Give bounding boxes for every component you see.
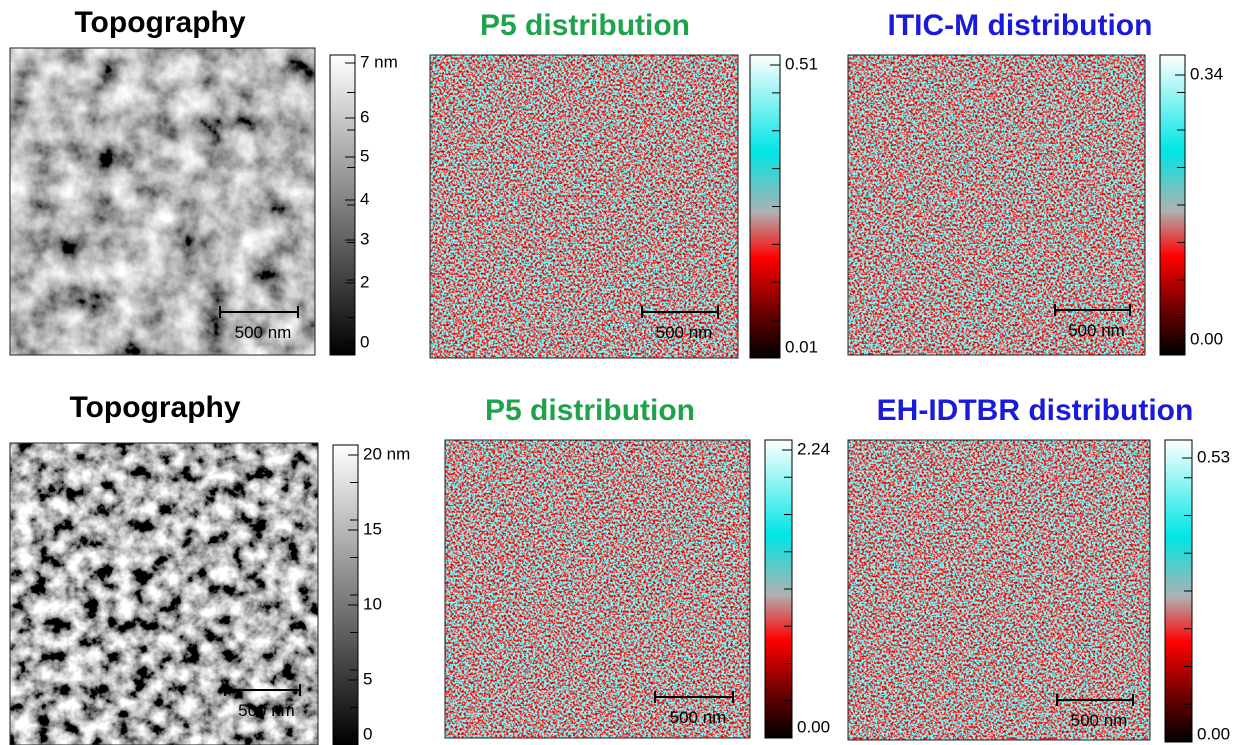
colorbar-label: 0.00 xyxy=(1190,329,1223,348)
panel-title: P5 distribution xyxy=(480,9,690,42)
map-border xyxy=(847,439,1151,741)
scale-bar-label: 500 nm xyxy=(235,323,292,342)
colorbar-label: 0.00 xyxy=(797,717,830,736)
scale-bar-label: 500 nm xyxy=(1071,711,1128,730)
panel-title: Topography xyxy=(74,6,245,39)
panel-title: EH-IDTBR distribution xyxy=(877,394,1194,427)
scale-bar-label: 500 nm xyxy=(670,708,727,727)
colorbar-label: 0 xyxy=(360,332,369,351)
map-border xyxy=(9,442,319,745)
map-image xyxy=(848,55,1145,355)
panel-title: P5 distribution xyxy=(485,394,695,427)
map-image xyxy=(848,440,1150,740)
colorbar-label: 3 xyxy=(360,229,369,248)
colorbar-label: 5 xyxy=(360,146,369,165)
colorbar-label: 0.00 xyxy=(1197,724,1230,743)
colorbar xyxy=(332,444,359,745)
map-image xyxy=(445,440,750,738)
colorbar-label: 0.34 xyxy=(1190,64,1223,83)
map-image xyxy=(10,443,318,745)
colorbar-label: 2.24 xyxy=(797,439,830,458)
map-image xyxy=(10,48,315,355)
colorbar-label: 15 xyxy=(363,519,382,538)
map-image xyxy=(430,55,738,358)
panel-title: ITIC-M distribution xyxy=(888,9,1153,42)
colorbar-label: 5 xyxy=(363,669,372,688)
scale-bar-label: 500 nm xyxy=(656,323,713,342)
colorbar-label: 0.51 xyxy=(785,54,818,73)
scale-bar-label: 500 nm xyxy=(1068,321,1125,340)
colorbar-label: 10 xyxy=(363,594,382,613)
colorbar-label: 6 xyxy=(360,107,369,126)
scale-bar-label: 500 nm xyxy=(238,701,295,720)
colorbar-label: 20 nm xyxy=(363,444,410,463)
colorbar-label: 0.53 xyxy=(1197,447,1230,466)
map-border xyxy=(444,439,751,739)
colorbar-label: 2 xyxy=(360,272,369,291)
panel-title: Topography xyxy=(69,391,240,424)
colorbar-label: 4 xyxy=(360,189,369,208)
map-border xyxy=(9,47,316,356)
map-border xyxy=(847,54,1146,356)
colorbar-label: 0 xyxy=(363,724,372,743)
colorbar-label: 0.01 xyxy=(785,337,818,356)
map-border xyxy=(429,54,739,359)
colorbar-label: 7 nm xyxy=(360,52,398,71)
